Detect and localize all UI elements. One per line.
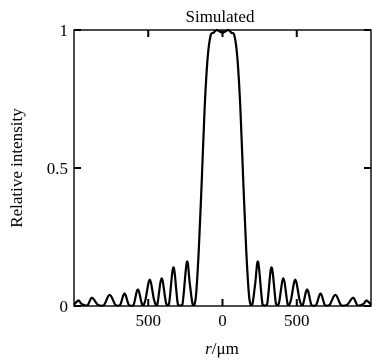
y-tick-label: 0.5 xyxy=(47,159,68,178)
chart-title: Simulated xyxy=(186,7,255,26)
x-axis-unit: /μm xyxy=(212,339,239,358)
x-tick-label: 500 xyxy=(284,311,310,330)
axis-ticks xyxy=(74,29,371,307)
y-axis-label: Relative intensity xyxy=(7,108,26,228)
tick-labels: 500 0 500 0 0.5 1 xyxy=(47,21,310,330)
x-axis-symbol: r xyxy=(205,339,212,358)
y-tick-label: 1 xyxy=(60,21,69,40)
x-tick-label: 0 xyxy=(218,311,227,330)
y-tick-label: 0 xyxy=(60,297,69,316)
plot-frame xyxy=(73,29,372,307)
x-tick-label: 500 xyxy=(136,311,162,330)
intensity-curve xyxy=(73,28,372,307)
x-axis-label: r/μm xyxy=(205,339,239,358)
